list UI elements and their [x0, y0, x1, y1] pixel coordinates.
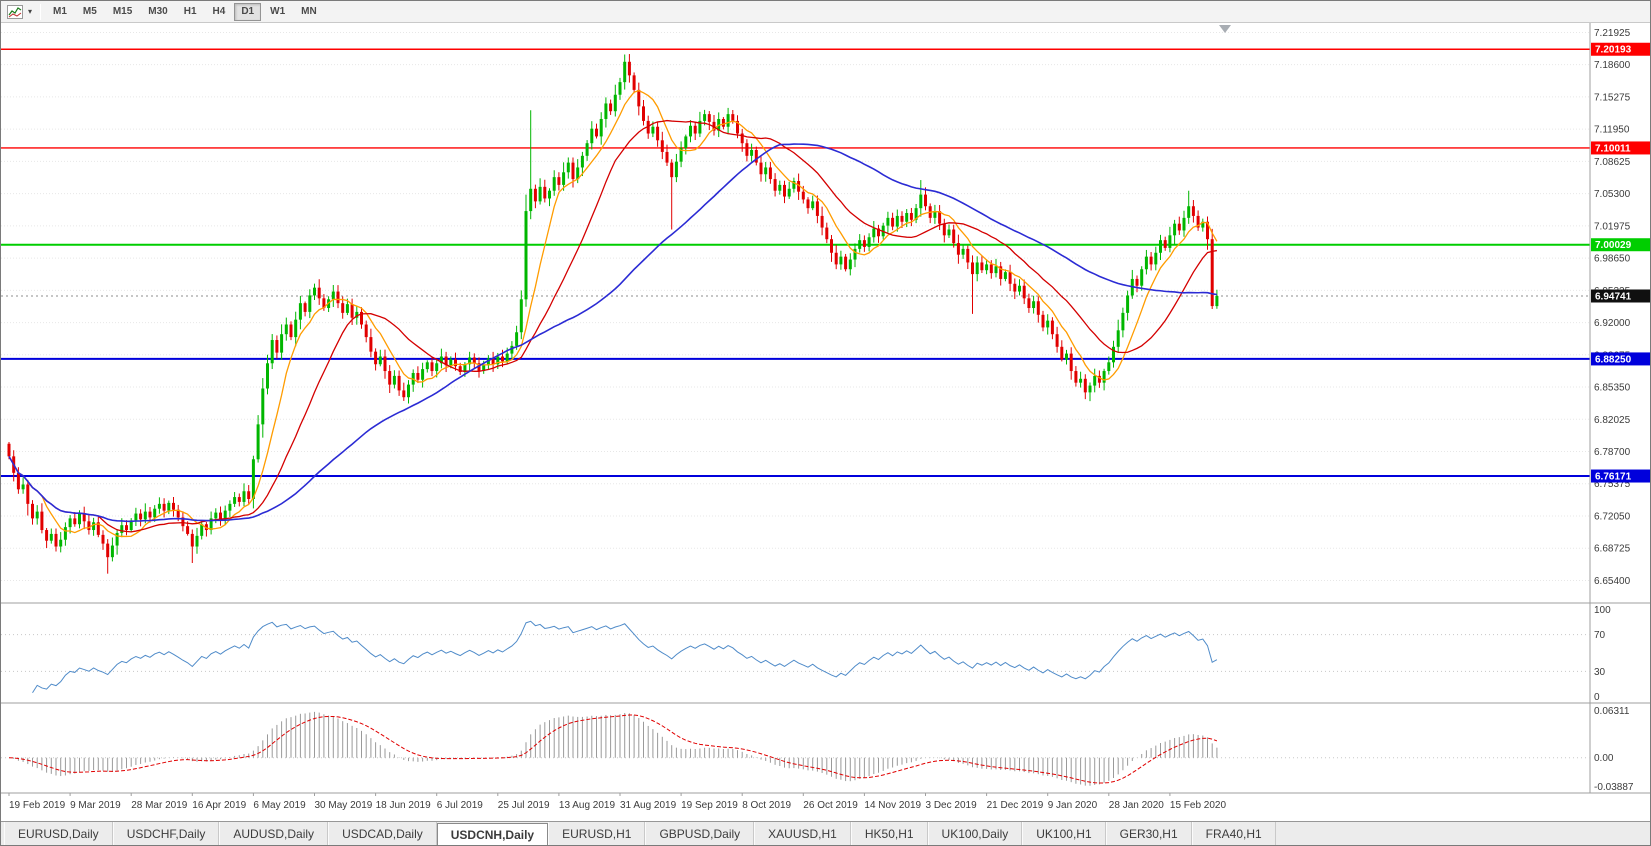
price-grid [1, 31, 1590, 581]
svg-text:7.00029: 7.00029 [1595, 240, 1632, 251]
svg-text:19 Sep 2019: 19 Sep 2019 [681, 800, 738, 811]
macd-panel: 0.06311 0.00 -0.03887 [1, 706, 1634, 793]
tab-usdcnh-daily[interactable]: USDCNH,Daily [436, 823, 549, 845]
price-chart-canvas[interactable]: 7.21925 7.18600 7.15275 7.11950 7.08625 7.053… [1, 23, 1651, 821]
svg-text:9 Mar 2019: 9 Mar 2019 [70, 800, 121, 811]
timeframe-m1[interactable]: M1 [46, 3, 74, 21]
toolbar-separator [40, 3, 42, 20]
svg-text:6.92000: 6.92000 [1594, 318, 1631, 329]
svg-text:6.65400: 6.65400 [1594, 576, 1631, 587]
svg-text:6.75375: 6.75375 [1594, 479, 1631, 490]
svg-text:14 Nov 2019: 14 Nov 2019 [864, 800, 921, 811]
svg-text:7.11950: 7.11950 [1594, 125, 1630, 136]
chart-area[interactable]: ▼USDCNH,Daily6.93698 6.95389 6.93421 6.9… [1, 23, 1651, 821]
svg-text:8 Oct 2019: 8 Oct 2019 [742, 800, 791, 811]
tab-usdchf-daily[interactable]: USDCHF,Daily [112, 822, 220, 845]
timeframe-toolbar: ▾ M1 M5 M15 M30 H1 H4 D1 W1 MN [1, 1, 1650, 23]
svg-text:30: 30 [1594, 667, 1606, 678]
svg-text:31 Aug 2019: 31 Aug 2019 [620, 800, 677, 811]
moving-averages [8, 89, 1218, 538]
svg-text:18 Jun 2019: 18 Jun 2019 [376, 800, 431, 811]
svg-text:13 Aug 2019: 13 Aug 2019 [559, 800, 616, 811]
svg-text:6.76171: 6.76171 [1595, 472, 1632, 483]
svg-text:100: 100 [1594, 605, 1611, 616]
svg-text:26 Oct 2019: 26 Oct 2019 [803, 800, 858, 811]
svg-text:0.06311: 0.06311 [1594, 706, 1630, 717]
tab-gbpusd-daily[interactable]: GBPUSD,Daily [645, 822, 755, 845]
date-axis[interactable]: 19 Feb 2019 9 Mar 2019 28 Mar 2019 16 Apr 2… [8, 793, 1227, 811]
svg-text:30 May 2019: 30 May 2019 [315, 800, 373, 811]
tab-usdcad-daily[interactable]: USDCAD,Daily [328, 822, 437, 845]
timeframe-m5[interactable]: M5 [76, 3, 104, 21]
level-lines[interactable] [1, 48, 1590, 478]
symbol-tab-bar: EURUSD,Daily USDCHF,Daily AUDUSD,Daily USDC… [1, 821, 1650, 845]
price-axis[interactable]: 7.21925 7.18600 7.15275 7.11950 7.08625 7.053… [1594, 28, 1631, 587]
svg-text:6 Jul 2019: 6 Jul 2019 [437, 800, 484, 811]
svg-text:7.10011: 7.10011 [1595, 143, 1631, 154]
svg-text:25 Jul 2019: 25 Jul 2019 [498, 800, 550, 811]
svg-text:6 May 2019: 6 May 2019 [253, 800, 306, 811]
svg-text:28 Mar 2019: 28 Mar 2019 [131, 800, 188, 811]
timeframe-buttons: M1 M5 M15 M30 H1 H4 D1 W1 MN [46, 2, 324, 21]
timeframe-h1[interactable]: H1 [177, 3, 204, 21]
svg-text:7.15275: 7.15275 [1594, 92, 1631, 103]
tab-fra40-h1[interactable]: FRA40,H1 [1191, 822, 1276, 845]
svg-text:6.78700: 6.78700 [1594, 447, 1631, 458]
svg-text:6.88250: 6.88250 [1595, 354, 1632, 365]
timeframes-icon[interactable] [5, 4, 25, 20]
svg-text:7.05300: 7.05300 [1594, 189, 1631, 200]
svg-text:28 Jan 2020: 28 Jan 2020 [1109, 800, 1164, 811]
svg-text:15 Feb 2020: 15 Feb 2020 [1170, 800, 1227, 811]
rsi-line [32, 620, 1218, 694]
svg-text:7.21925: 7.21925 [1594, 28, 1631, 39]
timeframe-w1[interactable]: W1 [263, 3, 292, 21]
tab-eurusd-h1[interactable]: EURUSD,H1 [548, 822, 646, 845]
chart-shift-marker[interactable] [1219, 25, 1231, 33]
tab-audusd-daily[interactable]: AUDUSD,Daily [219, 822, 329, 845]
svg-text:19 Feb 2019: 19 Feb 2019 [9, 800, 66, 811]
timeframe-m30[interactable]: M30 [141, 3, 174, 21]
tab-hk50-h1[interactable]: HK50,H1 [850, 822, 928, 845]
timeframe-m15[interactable]: M15 [106, 3, 139, 21]
svg-text:-0.03887: -0.03887 [1594, 782, 1634, 793]
timeframe-mn[interactable]: MN [294, 3, 324, 21]
svg-text:0.00: 0.00 [1594, 753, 1614, 764]
tab-xauusd-h1[interactable]: XAUUSD,H1 [754, 822, 851, 845]
macd-signal-line [8, 714, 1218, 784]
svg-text:21 Dec 2019: 21 Dec 2019 [987, 800, 1044, 811]
svg-text:6.98650: 6.98650 [1594, 254, 1631, 265]
rsi-panel: 100 70 30 0 [1, 605, 1611, 703]
tab-uk100-daily[interactable]: UK100,Daily [927, 822, 1023, 845]
svg-text:6.68725: 6.68725 [1594, 544, 1631, 555]
svg-text:7.08625: 7.08625 [1594, 157, 1631, 168]
svg-text:3 Dec 2019: 3 Dec 2019 [926, 800, 978, 811]
tab-ger30-h1[interactable]: GER30,H1 [1105, 822, 1192, 845]
tab-eurusd-daily[interactable]: EURUSD,Daily [4, 822, 113, 845]
svg-text:16 Apr 2019: 16 Apr 2019 [192, 800, 246, 811]
macd-histogram [13, 711, 1218, 786]
svg-text:9 Jan 2020: 9 Jan 2020 [1048, 800, 1098, 811]
svg-text:6.82025: 6.82025 [1594, 415, 1631, 426]
svg-text:6.72050: 6.72050 [1594, 511, 1631, 522]
candlesticks [7, 54, 1219, 574]
tab-uk100-h1[interactable]: UK100,H1 [1022, 822, 1106, 845]
timeframe-d1[interactable]: D1 [234, 2, 262, 21]
svg-text:0: 0 [1594, 692, 1600, 703]
svg-text:6.85350: 6.85350 [1594, 383, 1631, 394]
svg-text:7.01975: 7.01975 [1594, 221, 1631, 232]
svg-text:7.20193: 7.20193 [1595, 45, 1632, 56]
svg-text:70: 70 [1594, 630, 1606, 641]
price-badges: 7.20193 7.10011 7.00029 6.88250 6.76171 6.947… [1591, 42, 1650, 483]
timeframe-h4[interactable]: H4 [206, 3, 233, 21]
svg-text:7.18600: 7.18600 [1594, 60, 1631, 71]
caret-down-icon[interactable]: ▾ [28, 7, 33, 16]
svg-text:6.94741: 6.94741 [1595, 291, 1632, 302]
